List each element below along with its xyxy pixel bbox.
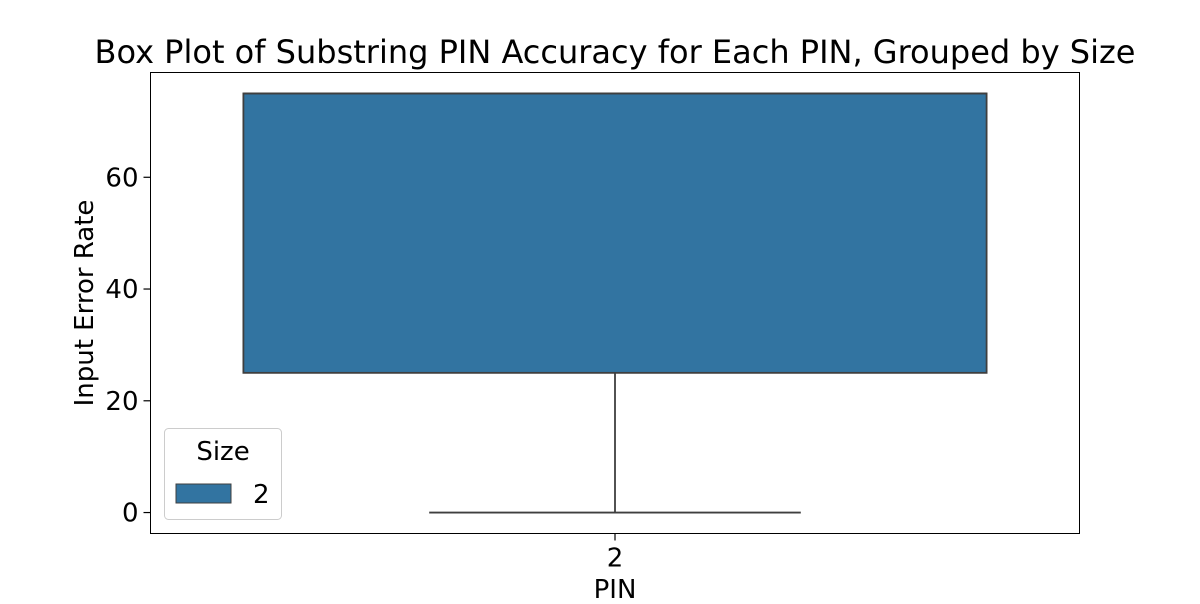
x-tick-label: 2 [607, 544, 624, 574]
x-axis-label: PIN [594, 575, 637, 600]
y-tick-label: 60 [105, 163, 138, 193]
legend-swatch [175, 483, 232, 504]
box-body [242, 92, 988, 374]
y-tick-label: 0 [122, 499, 139, 529]
box-series [242, 92, 988, 514]
legend-title: Size [196, 437, 249, 467]
legend-entry-label: 2 [253, 480, 270, 510]
y-axis-label: Input Error Rate [70, 200, 100, 407]
x-axis-ticks: 2 [607, 533, 624, 574]
chart-legend: Size 2 [164, 428, 282, 520]
y-axis-ticks: 0 20 40 60 [105, 163, 151, 529]
y-tick-label: 20 [105, 387, 138, 417]
chart-title: Box Plot of Substring PIN Accuracy for E… [95, 33, 1136, 71]
y-tick-label: 40 [105, 275, 138, 305]
